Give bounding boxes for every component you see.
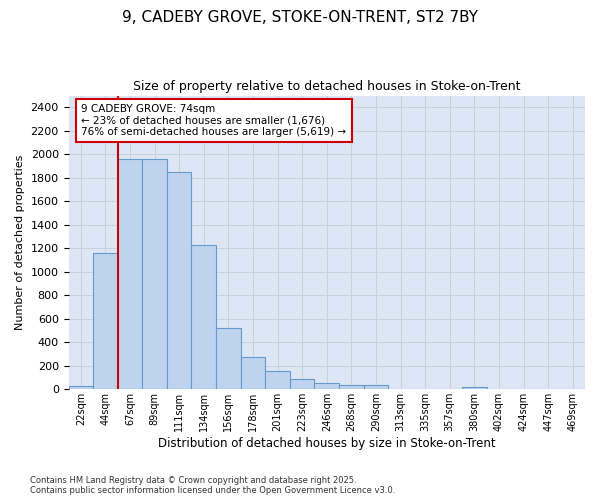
Text: Contains HM Land Registry data © Crown copyright and database right 2025.
Contai: Contains HM Land Registry data © Crown c… <box>30 476 395 495</box>
Bar <box>290 378 314 390</box>
Bar <box>68 386 93 390</box>
Text: 9, CADEBY GROVE, STOKE-ON-TRENT, ST2 7BY: 9, CADEBY GROVE, STOKE-ON-TRENT, ST2 7BY <box>122 10 478 25</box>
Bar <box>314 384 339 390</box>
Bar <box>191 245 216 390</box>
Text: 9 CADEBY GROVE: 74sqm
← 23% of detached houses are smaller (1,676)
76% of semi-d: 9 CADEBY GROVE: 74sqm ← 23% of detached … <box>82 104 346 137</box>
Bar <box>118 159 142 390</box>
Bar <box>216 328 241 390</box>
Bar <box>167 172 191 390</box>
Bar <box>93 253 118 390</box>
Bar <box>339 384 364 390</box>
Bar <box>241 357 265 390</box>
X-axis label: Distribution of detached houses by size in Stoke-on-Trent: Distribution of detached houses by size … <box>158 437 496 450</box>
Title: Size of property relative to detached houses in Stoke-on-Trent: Size of property relative to detached ho… <box>133 80 521 93</box>
Bar <box>462 387 487 390</box>
Y-axis label: Number of detached properties: Number of detached properties <box>15 154 25 330</box>
Bar <box>265 371 290 390</box>
Bar <box>142 159 167 390</box>
Bar <box>364 384 388 390</box>
